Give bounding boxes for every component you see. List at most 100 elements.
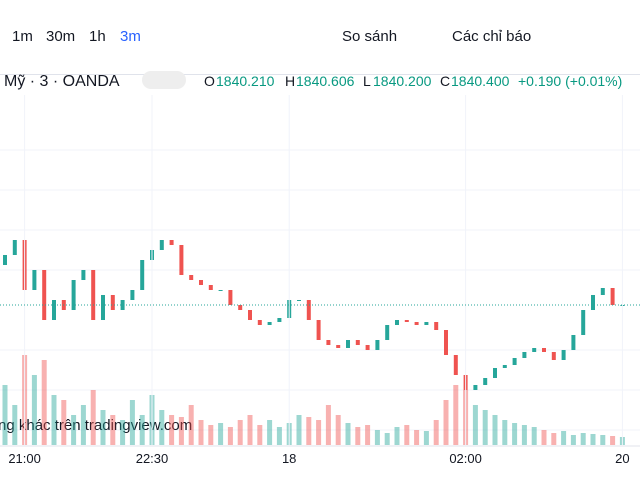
candle-body xyxy=(551,352,556,360)
volume-bar xyxy=(208,425,214,445)
candle-body xyxy=(502,365,507,368)
volume-bar xyxy=(51,395,57,445)
candle-body xyxy=(336,345,341,348)
x-tick-label: 21:00 xyxy=(8,451,41,466)
open: 1840.210 xyxy=(216,73,275,89)
candle-body xyxy=(287,300,292,318)
candle-body xyxy=(522,352,527,358)
volume-bar xyxy=(227,427,233,445)
volume-bar xyxy=(453,385,459,445)
candle-body xyxy=(463,375,468,390)
volume-bar xyxy=(139,415,145,445)
candle-body xyxy=(355,340,360,345)
interval[interactable]: 3m xyxy=(120,28,141,45)
indicators[interactable]: Các chỉ báo xyxy=(452,28,532,45)
candle-body xyxy=(414,322,419,325)
volume-bar xyxy=(90,390,96,445)
volume-bar xyxy=(267,420,273,445)
volume-bar xyxy=(531,427,537,445)
candle-body xyxy=(434,322,439,330)
volume-bar xyxy=(80,405,86,445)
candle-body xyxy=(473,385,478,390)
volume-bar xyxy=(159,410,165,445)
candle-body xyxy=(404,320,409,322)
volume-bar xyxy=(198,420,204,445)
candle-body xyxy=(189,275,194,280)
candle-body xyxy=(169,240,174,245)
close: 1840.400 xyxy=(451,73,510,89)
x-tick-label: 18 xyxy=(282,451,296,466)
candle-body xyxy=(610,288,615,305)
candle-body xyxy=(571,335,576,350)
volume-bar xyxy=(110,415,116,445)
candle-body xyxy=(238,305,243,310)
interval[interactable]: 30m xyxy=(46,28,76,45)
candle-body xyxy=(316,320,321,340)
volume-bar xyxy=(502,420,508,445)
volume-bar xyxy=(345,423,351,445)
volume-bar xyxy=(129,400,135,445)
candle-body xyxy=(130,290,135,300)
candle-body xyxy=(620,305,625,306)
volume-bar xyxy=(492,415,498,445)
symbol: Mỹ · 3 · OANDA xyxy=(4,73,120,90)
low: 1840.200 xyxy=(373,73,432,89)
volume-bar xyxy=(394,427,400,445)
volume-bar xyxy=(237,420,243,445)
candle-body xyxy=(591,295,595,310)
candle-body xyxy=(52,300,56,320)
candle-body xyxy=(493,368,497,378)
volume-bar xyxy=(472,405,478,445)
candle-body xyxy=(257,320,262,325)
candle-body xyxy=(532,348,537,352)
candle-body xyxy=(22,240,27,290)
interval[interactable]: 1h xyxy=(89,28,106,45)
volume-bar xyxy=(443,400,449,445)
volume-bar xyxy=(374,430,380,445)
candle-body xyxy=(277,318,282,322)
volume-bar xyxy=(286,423,292,445)
candle-body xyxy=(140,260,145,290)
candle-body xyxy=(600,288,605,295)
candle-body xyxy=(159,240,164,250)
volume-bar xyxy=(590,434,596,445)
volume-bar xyxy=(433,420,439,445)
candle-body xyxy=(267,322,272,325)
candle-body xyxy=(91,270,96,320)
x-tick-label: 22:30 xyxy=(136,451,169,466)
volume-bar xyxy=(463,390,469,445)
volume-bar xyxy=(31,375,37,445)
toggle[interactable] xyxy=(142,71,186,89)
volume-bar xyxy=(404,425,410,445)
candle-body xyxy=(120,300,125,310)
candle-body xyxy=(375,340,380,350)
candle-body xyxy=(365,345,370,350)
volume-bar xyxy=(355,427,361,445)
volume-bar xyxy=(276,427,282,445)
x-tick-label: 20 xyxy=(615,451,629,466)
volume-bar xyxy=(100,410,106,445)
candle-body xyxy=(12,240,17,255)
volume-bar xyxy=(149,395,155,445)
candle-body xyxy=(561,350,566,360)
candle-body xyxy=(3,255,7,265)
volume-bar xyxy=(482,410,488,445)
candle-body xyxy=(297,300,301,301)
candle-body xyxy=(42,270,47,320)
volume-bar xyxy=(512,423,518,445)
l-label: L xyxy=(363,73,371,89)
volume-bar xyxy=(610,436,616,445)
volume-bar xyxy=(561,431,567,445)
c-label: C xyxy=(440,73,451,89)
volume-bar xyxy=(325,405,331,445)
candle-body xyxy=(179,245,184,275)
candle-body xyxy=(512,358,517,365)
volume-bar xyxy=(2,385,8,445)
candle-body xyxy=(424,322,429,325)
compare[interactable]: So sánh xyxy=(342,28,398,45)
h-label: H xyxy=(285,73,296,89)
volume-bar xyxy=(41,360,47,445)
interval[interactable]: 1m xyxy=(12,28,33,45)
candle-body xyxy=(208,285,213,290)
